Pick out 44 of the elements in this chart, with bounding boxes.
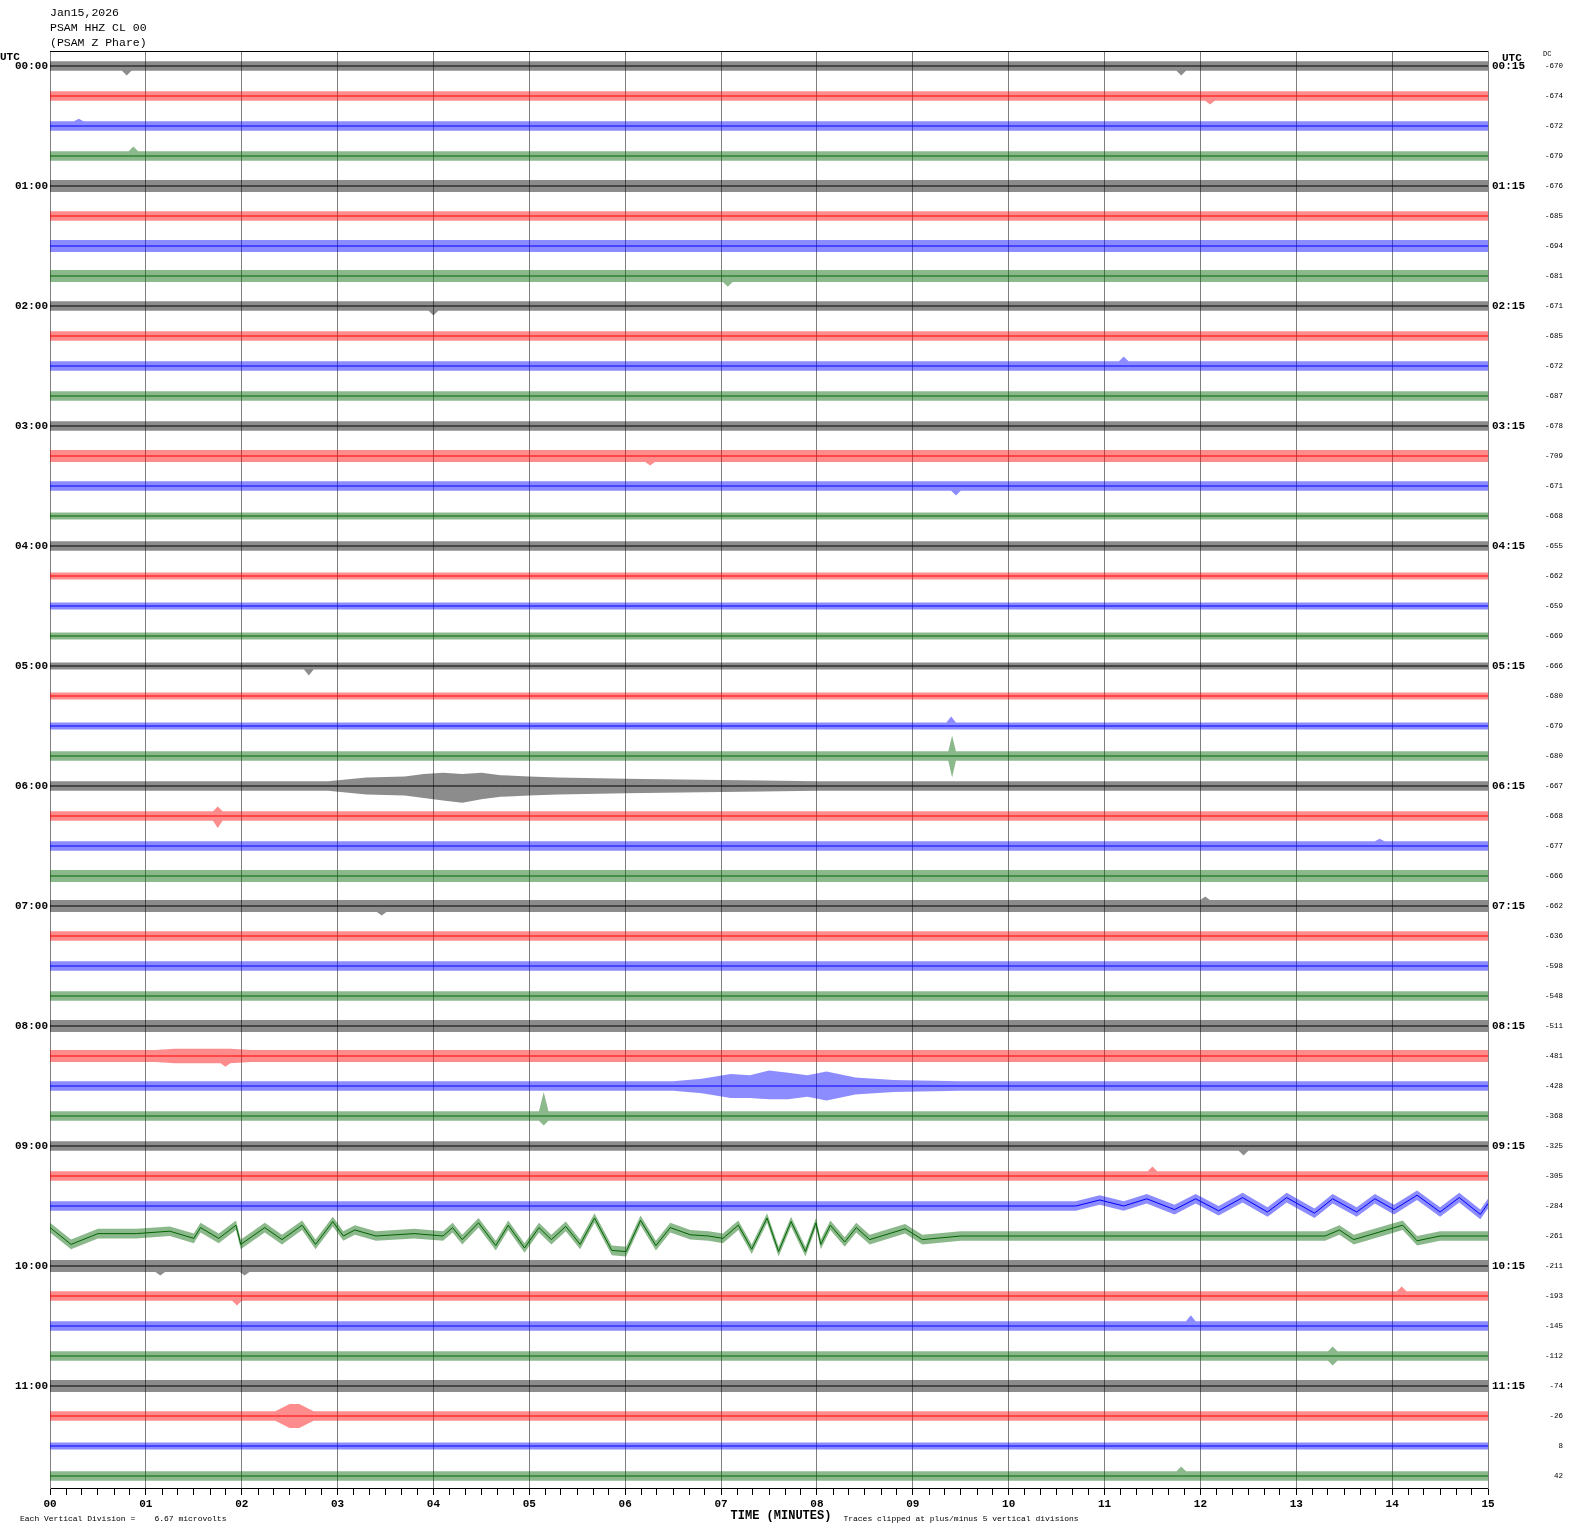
- x-tick-label: 08: [810, 1498, 824, 1511]
- text: Each Vertical Division = 6.67 microvolts: [20, 1514, 227, 1523]
- x-tick-label: 05: [522, 1498, 537, 1511]
- y2-tick-label: 03:15: [1492, 419, 1526, 432]
- y-tick-label: 10:00: [14, 1259, 48, 1272]
- y2-tick-label: 07:15: [1492, 899, 1526, 912]
- x-tick-label: 13: [1289, 1498, 1304, 1511]
- text: (PSAM Z Phare): [50, 36, 147, 49]
- y2-tick-label: 01:15: [1492, 179, 1526, 192]
- x-tick-label: 09: [906, 1498, 920, 1511]
- x-tick-label: 15: [1481, 1498, 1495, 1511]
- y2-tick-label: 11:15: [1492, 1379, 1526, 1392]
- x-tick-label: 02: [235, 1498, 249, 1511]
- x-axis-title: TIME (MINUTES): [730, 1509, 832, 1523]
- chart-subtitle: PSAM HHZ CL 00: [50, 21, 147, 34]
- x-tick-label: 11: [1097, 1498, 1112, 1511]
- x-tick-label: 00: [43, 1498, 57, 1511]
- y2-tick-label: 02:15: [1492, 299, 1526, 312]
- x-tick-label: 04: [426, 1498, 441, 1511]
- x-tick-label: 10: [1002, 1498, 1016, 1511]
- y-tick-label: 02:00: [14, 299, 48, 312]
- y-tick-label: 06:00: [14, 779, 48, 792]
- y-tick-label: 08:00: [14, 1019, 48, 1032]
- x-tick-label: 01: [139, 1498, 153, 1511]
- y-tick-label: 11:00: [14, 1379, 48, 1392]
- y-tick-label: 07:00: [14, 899, 48, 912]
- x-tick-label: 07: [714, 1498, 728, 1511]
- y-tick-label: 05:00: [14, 659, 48, 672]
- x-tick-label: 14: [1385, 1498, 1400, 1511]
- y2-tick-label: 05:15: [1492, 659, 1526, 672]
- y-tick-label: 04:00: [14, 539, 48, 552]
- y2-tick-label: 08:15: [1492, 1019, 1526, 1032]
- text: Traces clipped at plus/minus 5 vertical divisions: [843, 1514, 1079, 1523]
- y-tick-label: 03:00: [14, 419, 48, 432]
- x-tick-label: 03: [331, 1498, 345, 1511]
- chart-title: Jan15,2026: [50, 6, 120, 19]
- y-tick-label: 09:00: [14, 1139, 48, 1152]
- y-tick-label: 01:00: [14, 179, 48, 192]
- x-tick-label: 06: [618, 1498, 632, 1511]
- y2-tick-label: 04:15: [1492, 539, 1526, 552]
- x-tick-label: 12: [1193, 1498, 1207, 1511]
- y2-tick-label: 10:15: [1492, 1259, 1526, 1272]
- y2-tick-label: 09:15: [1492, 1139, 1526, 1152]
- y2-tick-label: 06:15: [1492, 779, 1526, 792]
